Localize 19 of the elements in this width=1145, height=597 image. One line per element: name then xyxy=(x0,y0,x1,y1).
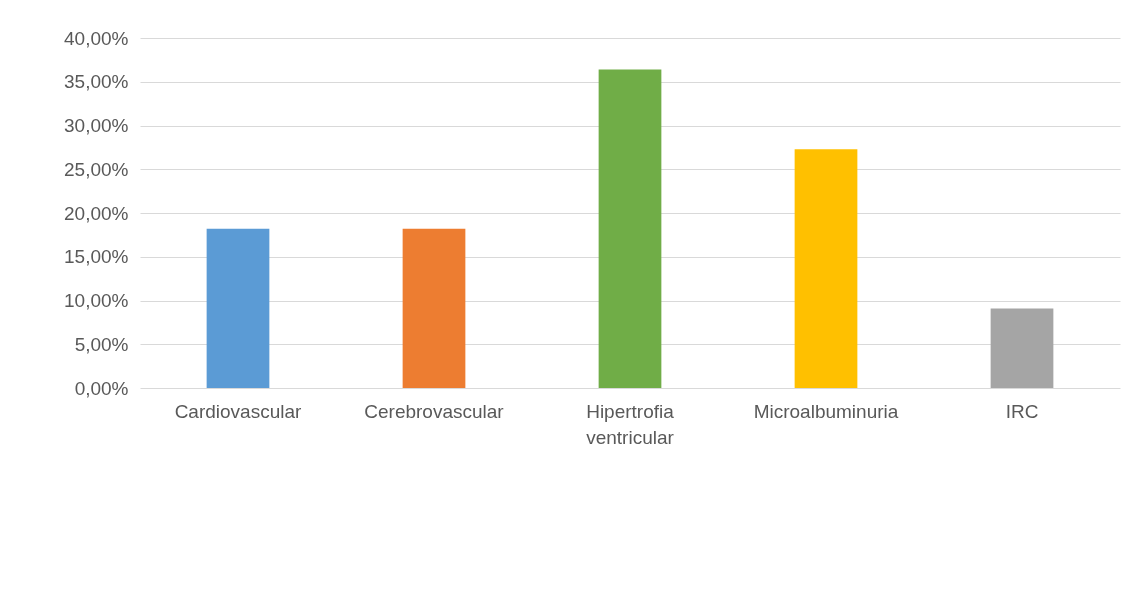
bar xyxy=(990,308,1054,388)
y-tick-label: 30,00% xyxy=(64,115,129,136)
x-tick-label: Cerebrovascular xyxy=(364,400,505,422)
x-tick-label: Cardiovascular xyxy=(174,400,303,422)
x-tick-label: Microalbuminuria xyxy=(753,400,899,422)
y-tick-label: 10,00% xyxy=(64,290,129,311)
x-tick-label: IRC xyxy=(1005,400,1039,422)
y-tick-label: 20,00% xyxy=(64,202,129,224)
bar xyxy=(598,69,662,388)
y-tick-label: 40,00% xyxy=(64,27,129,49)
y-tick-label: 35,00% xyxy=(64,71,129,93)
y-tick-label: 15,00% xyxy=(64,246,129,268)
y-tick-label: 25,00% xyxy=(64,158,129,180)
bar xyxy=(206,228,270,388)
y-tick-label: 0,00% xyxy=(74,377,129,399)
y-tick-label: 5,00% xyxy=(74,333,129,355)
bar xyxy=(402,228,466,388)
x-tick-label: Hipertrofia ventricular xyxy=(586,400,675,448)
bar xyxy=(794,149,858,388)
